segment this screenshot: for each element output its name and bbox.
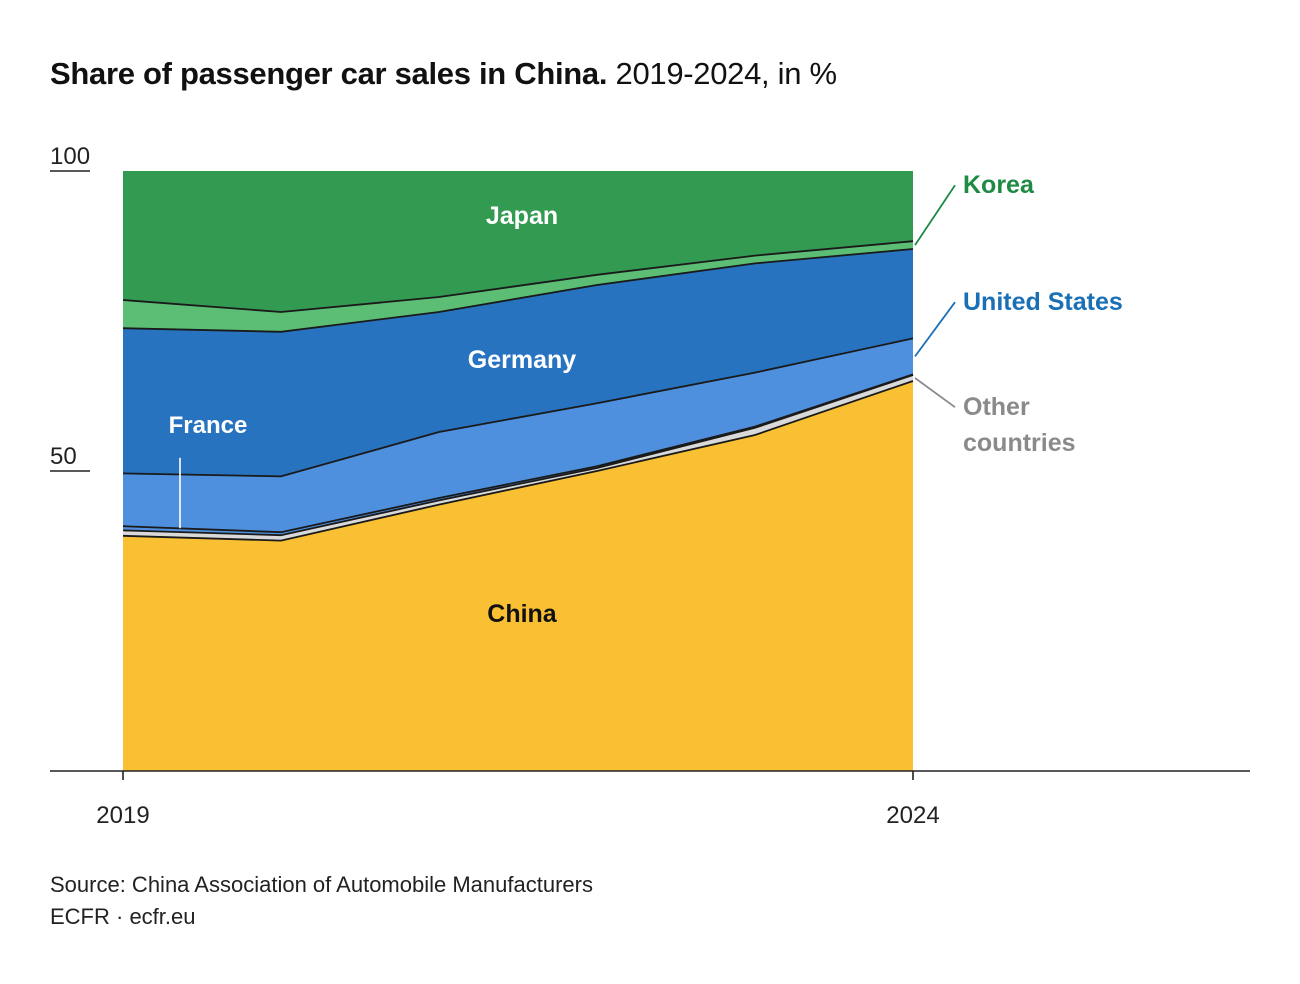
x-tick-label: 2019 bbox=[96, 802, 149, 829]
leader-line-korea bbox=[914, 184, 956, 246]
boundary-france bbox=[122, 373, 914, 534]
series-label-china: China bbox=[487, 600, 558, 628]
y-tick-label: 100 bbox=[50, 143, 90, 170]
series-label-germany: Germany bbox=[468, 346, 576, 374]
boundary-lines bbox=[122, 240, 914, 542]
leader-line-other-countries bbox=[914, 377, 956, 408]
boundary-germany bbox=[122, 248, 914, 333]
series-label-korea: Korea bbox=[963, 171, 1035, 199]
area-germany bbox=[123, 249, 913, 477]
series-label-japan: Japan bbox=[486, 202, 558, 230]
series-label-other-countries: Other bbox=[963, 393, 1030, 421]
boundary-korea bbox=[122, 240, 914, 313]
boundary-other-countries bbox=[122, 374, 914, 537]
area-layer bbox=[123, 171, 913, 771]
area-japan bbox=[123, 171, 913, 312]
boundary-china bbox=[122, 380, 914, 542]
series-label-france: France bbox=[169, 412, 248, 439]
area-united-states bbox=[123, 338, 913, 533]
series-label-other-countries: countries bbox=[963, 429, 1076, 457]
chart-title: Share of passenger car sales in China. 2… bbox=[50, 56, 837, 92]
series-label-united-states: United States bbox=[963, 288, 1123, 316]
chart-title-subtitle: 2019-2024, in % bbox=[615, 56, 838, 91]
publisher-note: ECFR · ecfr.eu bbox=[50, 904, 196, 929]
axes: 2019 2024 50 100 bbox=[50, 143, 1250, 829]
boundary-united-states bbox=[122, 337, 914, 478]
area-china bbox=[123, 381, 913, 771]
leader-line-united-states bbox=[914, 301, 956, 357]
chart-title-main: Share of passenger car sales in China. bbox=[50, 56, 608, 91]
x-tick-label: 2024 bbox=[886, 802, 939, 829]
source-note: Source: China Association of Automobile … bbox=[50, 872, 593, 897]
y-tick-label: 50 bbox=[50, 443, 77, 470]
series-labels: Japan Germany China France Korea United State… bbox=[169, 171, 1123, 628]
